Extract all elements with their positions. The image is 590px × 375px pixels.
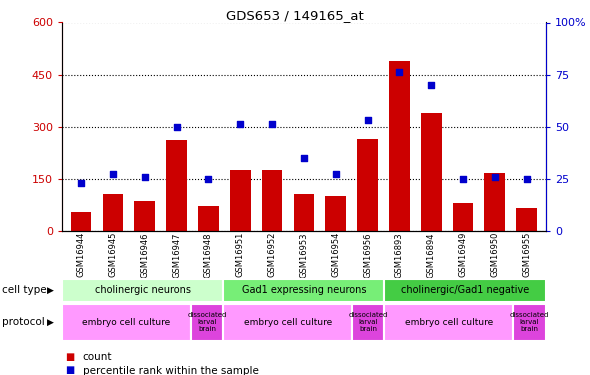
Bar xyxy=(421,112,441,231)
Text: dissociated
larval
brain: dissociated larval brain xyxy=(510,312,549,332)
Point xyxy=(108,171,117,177)
Point xyxy=(204,176,213,181)
Text: ■: ■ xyxy=(65,366,74,375)
Bar xyxy=(352,304,385,340)
Text: GDS653 / 149165_at: GDS653 / 149165_at xyxy=(226,9,364,22)
Bar xyxy=(71,211,91,231)
Bar xyxy=(484,173,505,231)
Text: ■: ■ xyxy=(65,352,74,362)
Point xyxy=(267,122,277,128)
Text: cholinergic neurons: cholinergic neurons xyxy=(94,285,191,295)
Point xyxy=(172,124,181,130)
Point xyxy=(235,122,245,128)
Bar xyxy=(389,61,409,231)
Bar xyxy=(293,194,314,231)
Bar xyxy=(223,279,385,302)
Text: dissociated
larval
brain: dissociated larval brain xyxy=(349,312,388,332)
Text: ▶: ▶ xyxy=(47,318,54,327)
Bar xyxy=(230,170,251,231)
Point xyxy=(522,176,532,181)
Bar xyxy=(62,279,223,302)
Point xyxy=(490,174,500,180)
Text: cell type: cell type xyxy=(2,285,47,295)
Bar xyxy=(223,304,352,340)
Bar xyxy=(513,304,546,340)
Bar xyxy=(103,194,123,231)
Bar xyxy=(385,304,513,340)
Text: ▶: ▶ xyxy=(47,286,54,295)
Bar xyxy=(453,203,473,231)
Bar xyxy=(357,139,378,231)
Bar xyxy=(262,170,283,231)
Bar xyxy=(191,304,223,340)
Bar xyxy=(166,141,187,231)
Bar xyxy=(325,196,346,231)
Point xyxy=(363,117,372,123)
Text: embryo cell culture: embryo cell culture xyxy=(405,318,493,327)
Text: cholinergic/Gad1 negative: cholinergic/Gad1 negative xyxy=(401,285,529,295)
Text: protocol: protocol xyxy=(2,317,44,327)
Bar xyxy=(385,279,546,302)
Point xyxy=(331,171,340,177)
Point xyxy=(299,155,309,161)
Text: percentile rank within the sample: percentile rank within the sample xyxy=(83,366,258,375)
Point xyxy=(427,82,436,88)
Bar xyxy=(516,208,537,231)
Bar xyxy=(198,206,219,231)
Text: dissociated
larval
brain: dissociated larval brain xyxy=(188,312,227,332)
Bar xyxy=(62,304,191,340)
Point xyxy=(140,174,149,180)
Text: Gad1 expressing neurons: Gad1 expressing neurons xyxy=(241,285,366,295)
Bar xyxy=(135,201,155,231)
Point xyxy=(76,180,86,186)
Point xyxy=(458,176,468,181)
Point xyxy=(395,69,404,75)
Text: count: count xyxy=(83,352,112,362)
Text: embryo cell culture: embryo cell culture xyxy=(244,318,332,327)
Text: embryo cell culture: embryo cell culture xyxy=(83,318,171,327)
